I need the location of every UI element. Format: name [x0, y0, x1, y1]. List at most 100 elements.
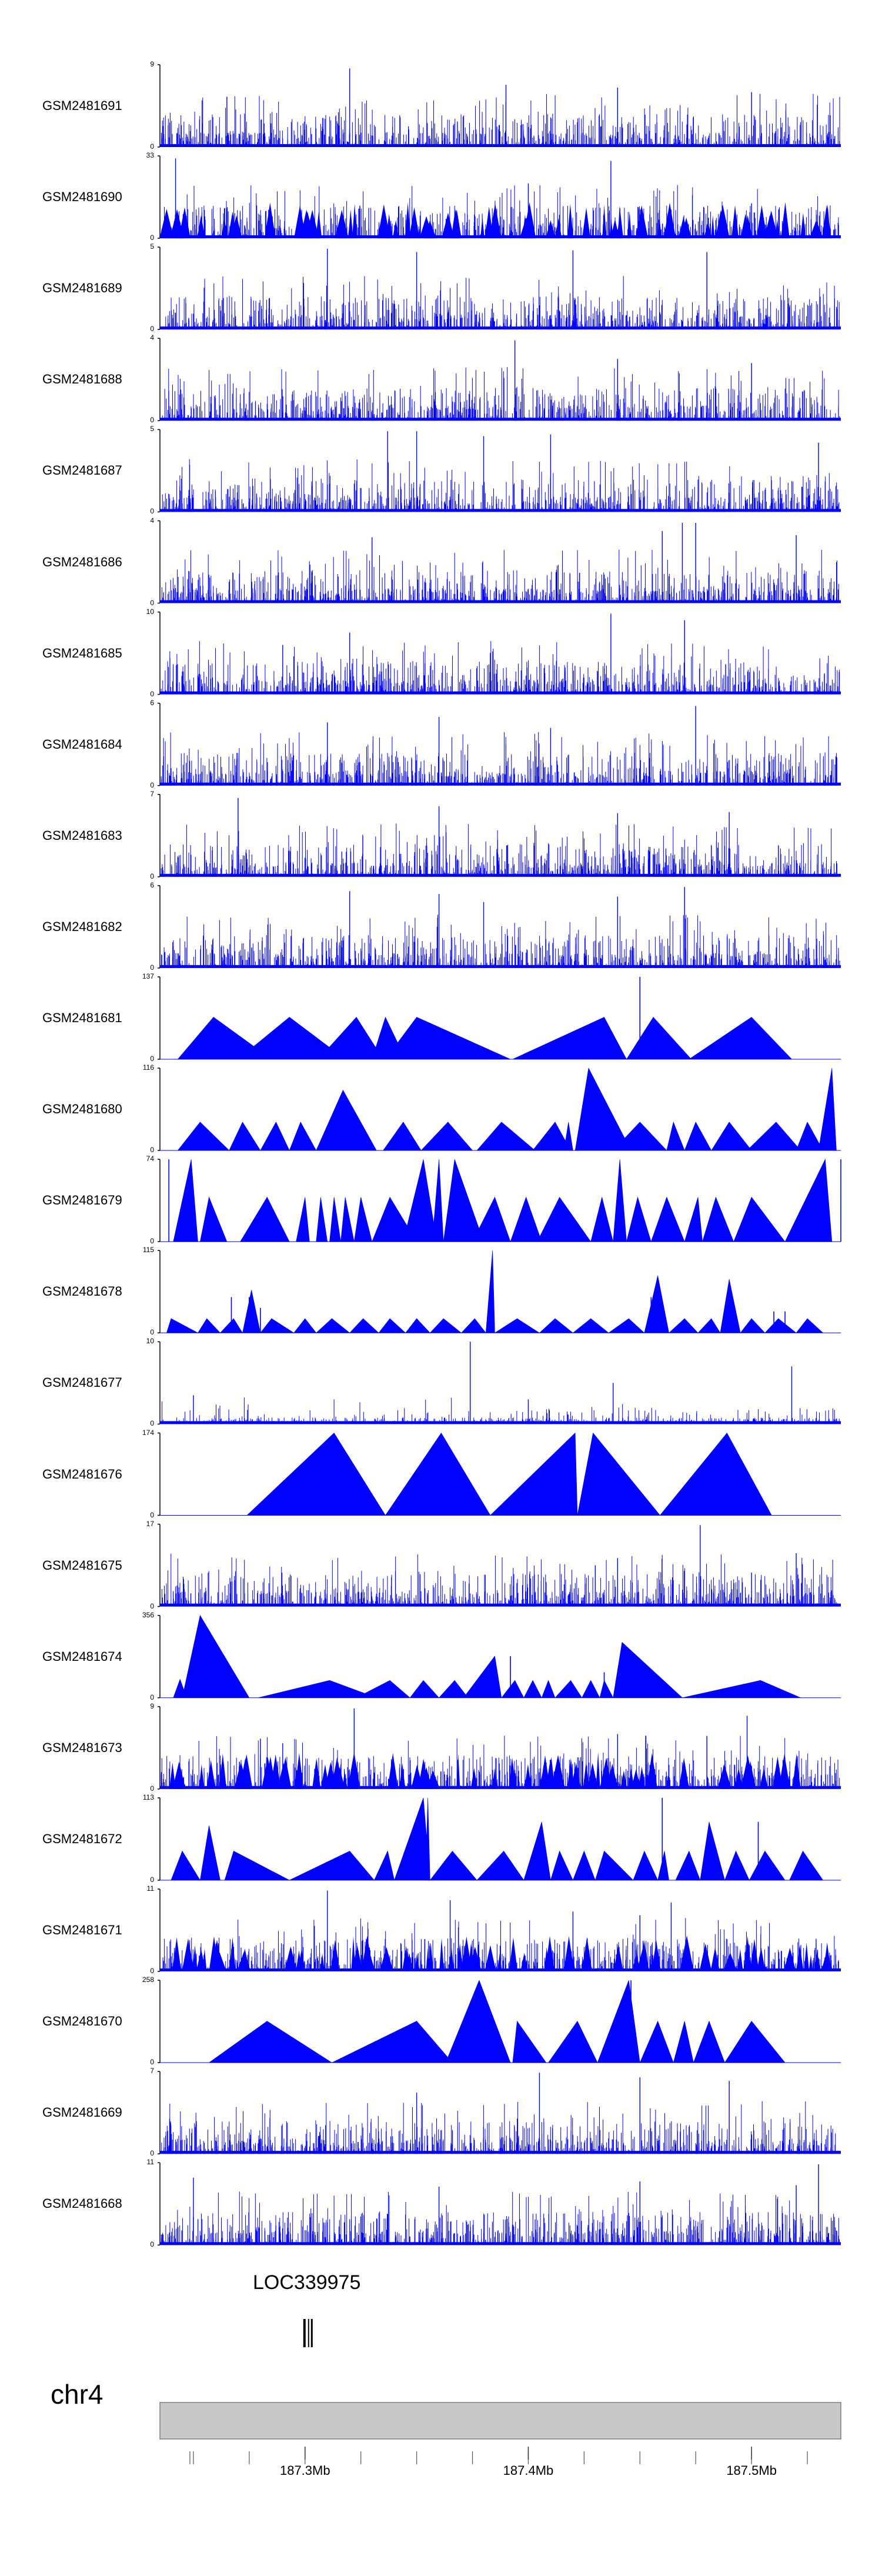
coverage-small-triangle [239, 1948, 250, 1971]
coverage-small-triangle [582, 208, 591, 239]
y-max-tick-label: 115 [142, 1246, 154, 1254]
coverage-small-triangle [527, 206, 533, 239]
coverage-triangle [394, 1797, 430, 1881]
coverage-triangle [789, 1850, 824, 1881]
y-max-tick-label: 11 [146, 2158, 154, 2167]
coverage-triangle [668, 1318, 699, 1333]
baseline-band [160, 418, 841, 421]
coverage-triangle [242, 1290, 261, 1333]
track-label: GSM2481679 [42, 1193, 122, 1208]
y-zero-tick-label: 0 [150, 2149, 154, 2158]
coverage-triangle [318, 1016, 384, 1060]
coverage-small-triangle [587, 1948, 592, 1971]
coverage-small-triangle [814, 1951, 821, 1971]
coverage-small-triangle [387, 1753, 399, 1789]
coverage-small-triangle [750, 1938, 759, 1971]
coverage-small-triangle [294, 205, 306, 239]
coverage-small-triangle [734, 1768, 743, 1789]
coverage-small-triangle [779, 1754, 790, 1789]
y-zero-tick-label: 0 [150, 1784, 154, 1793]
coverage-triangle [626, 1016, 692, 1060]
coverage-triangle [572, 1850, 596, 1881]
coverage-triangle [315, 1318, 350, 1333]
coverage-small-triangle [646, 1753, 658, 1789]
coverage-small-triangle [172, 1937, 182, 1971]
track-label: GSM2481674 [42, 1649, 122, 1664]
coverage-triangle [476, 1850, 524, 1881]
coverage-small-triangle [439, 1938, 444, 1971]
baseline-band [160, 691, 841, 695]
gene-exon [308, 2319, 309, 2347]
coverage-small-triangle [679, 1757, 690, 1789]
coverage-triangle [476, 1122, 536, 1151]
coverage-bars [162, 367, 840, 421]
track-label: GSM2481672 [42, 1831, 122, 1846]
gene-exon [303, 2319, 306, 2347]
coverage-small-triangle [781, 202, 790, 239]
coverage-small-triangle [489, 203, 502, 239]
coverage-small-triangle [555, 218, 562, 239]
coverage-triangle [378, 1318, 406, 1333]
coverage-small-triangle [800, 212, 806, 239]
baseline-band [160, 1786, 841, 1789]
track-label: GSM2481691 [42, 98, 122, 113]
coverage-triangle [693, 2020, 726, 2063]
coverage-triangle [494, 1318, 540, 1333]
coverage-small-triangle [567, 1758, 575, 1789]
coverage-triangle [740, 1318, 766, 1333]
coverage-bars [161, 641, 840, 695]
track-label: GSM2481686 [42, 554, 122, 569]
coverage-small-triangle [333, 1767, 346, 1789]
y-zero-tick-label: 0 [150, 325, 154, 333]
coverage-triangle [684, 1122, 712, 1151]
baseline-band [160, 2242, 841, 2245]
coverage-small-triangle [405, 202, 411, 239]
coverage-small-triangle [759, 1769, 769, 1789]
coverage-bars [161, 2191, 840, 2245]
coverage-bar-path [161, 459, 840, 512]
coverage-small-triangle [352, 1945, 363, 1971]
coverage-small-triangle [522, 215, 528, 239]
y-zero-tick-label: 0 [150, 1055, 154, 1063]
coverage-small-triangle [169, 1762, 176, 1789]
y-max-tick-label: 5 [150, 425, 154, 433]
y-max-tick-label: 116 [142, 1063, 154, 1072]
track-label: GSM2481680 [42, 1102, 122, 1117]
coverage-small-triangle [182, 1938, 195, 1971]
coverage-small-triangle [620, 1770, 627, 1789]
coverage-small-triangle [348, 209, 353, 239]
coverage-small-triangle [627, 1768, 634, 1789]
coverage-triangle [650, 1196, 685, 1242]
coverage-triangle [666, 1121, 685, 1151]
coverage-small-triangle [261, 1757, 274, 1789]
coverage-triangle [608, 1318, 645, 1333]
coverage-triangle [746, 1122, 801, 1151]
coverage-bar-path [161, 641, 840, 695]
coverage-small-triangle [743, 1936, 751, 1971]
coverage-small-triangle [804, 1942, 810, 1971]
coverage-small-triangle [296, 1950, 302, 1971]
coverage-triangle [796, 1122, 824, 1151]
coverage-small-triangle [199, 1764, 205, 1789]
coverage-bar-path [161, 732, 837, 786]
coverage-small-triangle [356, 1950, 361, 1971]
y-max-tick-label: 9 [150, 60, 154, 68]
y-max-tick-label: 258 [142, 1976, 154, 1984]
track-label: GSM2481668 [42, 2196, 122, 2211]
coverage-bars [161, 94, 840, 147]
coverage-small-triangle [456, 1753, 460, 1789]
coverage-small-triangle [392, 220, 399, 239]
y-zero-tick-label: 0 [150, 1967, 154, 1975]
coverage-small-triangle [509, 1937, 518, 1971]
coverage-triangle [383, 1122, 422, 1151]
coverage-small-triangle [320, 1764, 330, 1789]
coverage-small-triangle [796, 1945, 804, 1971]
y-zero-tick-label: 0 [150, 1146, 154, 1154]
coverage-triangle [385, 1432, 491, 1516]
coverage-triangle [590, 1197, 614, 1242]
y-max-tick-label: 137 [142, 972, 154, 980]
x-axis-tick-label: 187.3Mb [279, 2463, 330, 2478]
coverage-triangle [539, 1318, 574, 1333]
track-label: GSM2481671 [42, 1923, 122, 1937]
coverage-triangle [711, 1122, 752, 1151]
